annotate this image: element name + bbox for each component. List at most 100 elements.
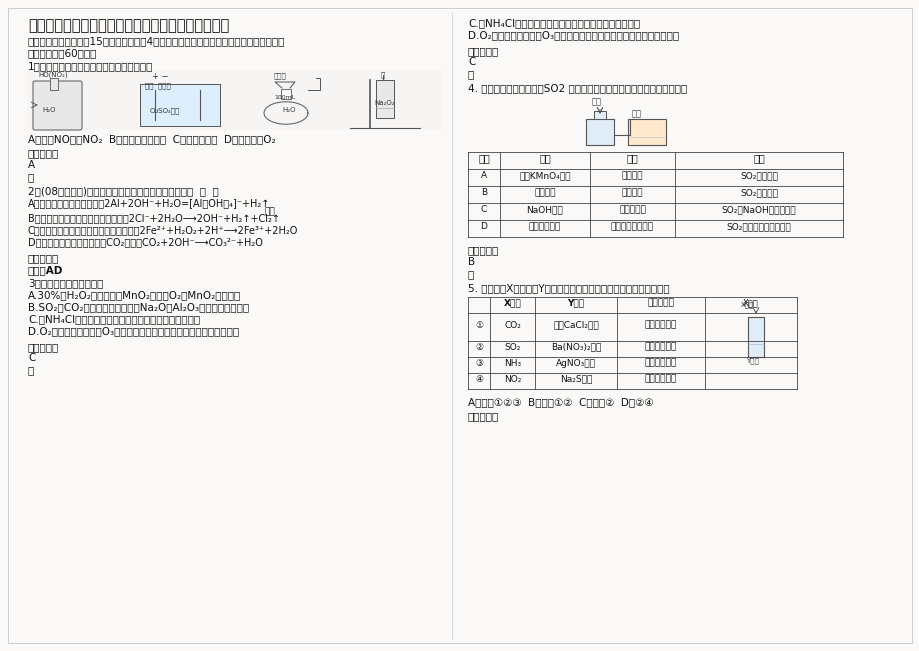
Text: 一、单选题（本大题共15个小题，每小题4分。在每小题给出的四个选项中，只有一项符合: 一、单选题（本大题共15个小题，每小题4分。在每小题给出的四个选项中，只有一项符…	[28, 36, 285, 46]
Text: 预测的现象: 预测的现象	[647, 299, 674, 307]
Text: X气体: X气体	[743, 299, 758, 307]
Text: 参考答案：: 参考答案：	[468, 46, 499, 56]
Text: SO₂有漂白性: SO₂有漂白性	[739, 188, 777, 197]
Text: C: C	[28, 353, 35, 363]
Text: SO₂: SO₂	[504, 342, 520, 352]
Text: 参考答案：: 参考答案：	[28, 253, 59, 263]
Text: SO₂与NaOH溶液不反应: SO₂与NaOH溶液不反应	[720, 205, 796, 214]
Bar	[747, 317, 763, 357]
Text: 白色沉淀析出: 白色沉淀析出	[644, 320, 676, 329]
Text: ③: ③	[474, 359, 482, 368]
Text: 略: 略	[468, 69, 473, 79]
Text: Y溶液: Y溶液	[567, 299, 584, 307]
Text: HO(NO₂): HO(NO₂)	[38, 71, 68, 77]
Text: NH₃: NH₃	[504, 359, 520, 368]
Text: + −: + −	[152, 72, 168, 81]
Text: A．只有①②③  B．只有①②  C．只有②  D．②④: A．只有①②③ B．只有①② C．只有② D．②④	[468, 397, 652, 407]
Text: B.SO₂和CO₂都属于酸性氧化物，Na₂O和Al₂O₃都属于碱性氧化物: B.SO₂和CO₂都属于酸性氧化物，Na₂O和Al₂O₃都属于碱性氧化物	[28, 302, 249, 312]
Text: Y溶液: Y溶液	[745, 357, 758, 364]
Text: 略: 略	[28, 365, 34, 375]
Text: 无明显现象: 无明显现象	[618, 205, 645, 214]
Text: H₂O: H₂O	[282, 107, 295, 113]
Text: 紫色石蕊试液: 紫色石蕊试液	[528, 222, 561, 231]
Text: Ba(NO₃)₂溶液: Ba(NO₃)₂溶液	[550, 342, 600, 352]
Text: 略: 略	[468, 269, 473, 279]
Bar	[38, 85, 43, 125]
Text: 试剂: 试剂	[631, 109, 641, 118]
Text: X气体: X气体	[503, 299, 521, 307]
Text: 100mL: 100mL	[274, 95, 295, 100]
Text: SO₂有氧化性: SO₂有氧化性	[739, 171, 777, 180]
Text: NO₂: NO₂	[504, 374, 521, 383]
Text: C.在NH₄Cl水溶液中，既存在水解平衡，又存在电离平衡: C.在NH₄Cl水溶液中，既存在水解平衡，又存在电离平衡	[468, 18, 640, 28]
Text: 5. 将足量的X气体通入Y溶液中，实验结果与预测的现象一致的组合是: 5. 将足量的X气体通入Y溶液中，实验结果与预测的现象一致的组合是	[468, 283, 669, 293]
Bar	[594, 111, 606, 119]
Text: C.在NH₄Cl水溶液中，既存在水解平衡，又存在电离平衡: C.在NH₄Cl水溶液中，既存在水解平衡，又存在电离平衡	[28, 314, 200, 324]
Text: 略: 略	[28, 172, 34, 182]
Text: B: B	[481, 188, 486, 197]
Text: 3．下列判断中，正确的是: 3．下列判断中，正确的是	[28, 278, 103, 288]
Text: NaOH溶液: NaOH溶液	[526, 205, 562, 214]
Text: 2．(08届博调研)下列反应的离子方程式书写不正确的是  （  ）: 2．(08届博调研)下列反应的离子方程式书写不正确的是 （ ）	[28, 186, 219, 196]
Bar	[585, 119, 613, 145]
Text: ①: ①	[474, 320, 482, 329]
Text: 白色沉淀析出: 白色沉淀析出	[644, 342, 676, 352]
Text: 饱和CaCl₂溶液: 饱和CaCl₂溶液	[552, 320, 598, 329]
Text: Na₂O₂: Na₂O₂	[374, 100, 394, 106]
Text: 题目要求，共60分。）: 题目要求，共60分。）	[28, 48, 97, 58]
Text: A．浓烧碱溶液中加入铝片：2Al+2OH⁻+H₂O=[Al（OH）₄]⁻+H₂↑: A．浓烧碱溶液中加入铝片：2Al+2OH⁻+H₂O=[Al（OH）₄]⁻+H₂↑	[28, 198, 270, 208]
Text: 4. 如右图装置可用于收集SO2 并验证其某些化学性质，下列说法正确的是: 4. 如右图装置可用于收集SO2 并验证其某些化学性质，下列说法正确的是	[468, 83, 686, 93]
Text: A.30%和H₂O₂溶液中加入MnO₂可制得O₂，MnO₂做氧化剂: A.30%和H₂O₂溶液中加入MnO₂可制得O₂，MnO₂做氧化剂	[28, 290, 241, 300]
Text: D.O₂在放电条件下生成O₃属于化学变化，煤干馏得到焦炭属于物理变化: D.O₂在放电条件下生成O₃属于化学变化，煤干馏得到焦炭属于物理变化	[468, 30, 678, 40]
Text: 溶液变红后不褪色: 溶液变红后不褪色	[610, 222, 653, 231]
Bar	[628, 119, 665, 145]
Text: 铁片  铁制品: 铁片 铁制品	[145, 82, 171, 89]
Text: C: C	[468, 57, 475, 67]
Bar	[28, 70, 443, 130]
Text: 参考答案：: 参考答案：	[468, 245, 499, 255]
FancyBboxPatch shape	[33, 81, 82, 130]
Text: SO₂有酸性、没有漂白性: SO₂有酸性、没有漂白性	[726, 222, 790, 231]
Text: 1．下列实验装置、试剂选用或操作正确的是: 1．下列实验装置、试剂选用或操作正确的是	[28, 61, 153, 71]
Text: AgNO₃溶液: AgNO₃溶液	[555, 359, 596, 368]
Text: Na₂S溶液: Na₂S溶液	[559, 374, 592, 383]
Text: B: B	[468, 257, 474, 267]
Text: 酸性KMnO₄溶液: 酸性KMnO₄溶液	[518, 171, 570, 180]
Text: ②: ②	[474, 342, 482, 352]
Bar	[50, 78, 58, 90]
Text: A: A	[28, 160, 35, 170]
Text: 通电: 通电	[265, 207, 276, 216]
Bar	[376, 80, 393, 118]
Text: CO₂: CO₂	[504, 320, 520, 329]
Text: 参考答案：: 参考答案：	[28, 148, 59, 158]
Text: C: C	[481, 205, 486, 214]
Text: ④: ④	[474, 374, 482, 383]
Bar	[140, 84, 220, 126]
Text: 参考答案：: 参考答案：	[468, 411, 499, 421]
Text: 参考答案：: 参考答案：	[28, 342, 59, 352]
Text: D．氢氧化钠溶液中通入过量CO₂气体：CO₂+2OH⁻⟶CO₃²⁻+H₂O: D．氢氧化钠溶液中通入过量CO₂气体：CO₂+2OH⁻⟶CO₃²⁻+H₂O	[28, 237, 263, 247]
Text: 安徽省六安市霍山第一中学高三化学联考试卷含解析: 安徽省六安市霍山第一中学高三化学联考试卷含解析	[28, 18, 229, 33]
Text: 溶液褪色: 溶液褪色	[621, 171, 642, 180]
Text: 答案：AD: 答案：AD	[28, 265, 63, 275]
Text: 溶液褪色: 溶液褪色	[621, 188, 642, 197]
Text: B．以石墨作为电极电解氯化钠溶液：2Cl⁻+2H₂O⟶2OH⁻+H₂↑+Cl₂↑: B．以石墨作为电极电解氯化钠溶液：2Cl⁻+2H₂O⟶2OH⁻+H₂↑+Cl₂↑	[28, 213, 279, 223]
Text: 试剂: 试剂	[539, 154, 550, 163]
Text: 水: 水	[380, 71, 385, 77]
Text: A．除去NO中的NO₂  B．铁制品表面镀锌  C．稀释浓硫酸  D．制备少量O₂: A．除去NO中的NO₂ B．铁制品表面镀锌 C．稀释浓硫酸 D．制备少量O₂	[28, 134, 276, 144]
Text: 白色沉淀析出: 白色沉淀析出	[644, 359, 676, 368]
Bar	[280, 89, 290, 99]
Text: A: A	[481, 171, 486, 180]
Text: H₂O: H₂O	[42, 107, 55, 113]
Text: D.O₂在放电条件下生成O₃属于化学变化，煤干馏得到焦炭属于物理变化: D.O₂在放电条件下生成O₃属于化学变化，煤干馏得到焦炭属于物理变化	[28, 326, 239, 336]
Text: C．硫酸亚铁溶液与稀硫酸、双氧水混合：2Fe²⁺+H₂O₂+2H⁺⟶2Fe³⁺+2H₂O: C．硫酸亚铁溶液与稀硫酸、双氧水混合：2Fe²⁺+H₂O₂+2H⁺⟶2Fe³⁺+…	[28, 225, 298, 235]
Text: CuSO₄溶液: CuSO₄溶液	[150, 107, 180, 114]
Text: 白色沉淀析出: 白色沉淀析出	[644, 374, 676, 383]
Text: 稀硫酸: 稀硫酸	[274, 72, 287, 79]
Text: X气体: X气体	[740, 301, 754, 308]
Text: 现象: 现象	[626, 154, 638, 163]
Text: 选项: 选项	[478, 154, 489, 163]
Text: 品红溶液: 品红溶液	[534, 188, 555, 197]
Text: 气体: 气体	[591, 97, 601, 106]
Text: 结论: 结论	[753, 154, 764, 163]
